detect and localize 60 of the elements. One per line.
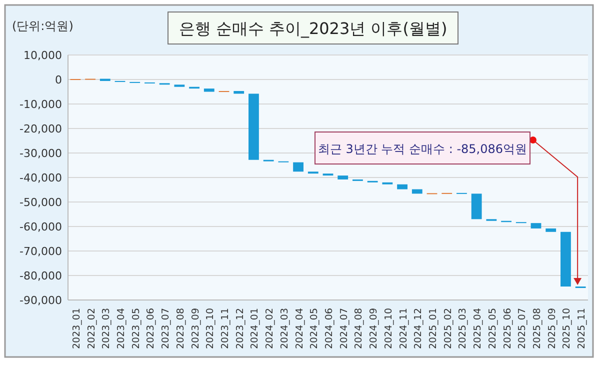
x-tick-label: 2025_10 <box>562 308 573 350</box>
bar <box>560 232 571 287</box>
x-tick-label: 2024_06 <box>324 308 335 350</box>
x-tick-label: 2024_10 <box>383 308 394 350</box>
x-tick-label: 2024_02 <box>264 308 276 350</box>
x-tick-label: 2023_10 <box>205 308 216 350</box>
y-tick-label: -80,000 <box>20 270 62 282</box>
x-tick-label: 2025_06 <box>502 308 514 350</box>
x-tick-label: 2024_04 <box>294 308 306 350</box>
x-tick-label: 2023_02 <box>86 308 98 350</box>
x-tick-label: 2023_03 <box>101 308 112 350</box>
y-tick-label: -10,000 <box>20 98 62 111</box>
x-tick-label: 2024_07 <box>338 308 350 350</box>
y-tick-label: 10,000 <box>24 49 62 62</box>
bar <box>412 189 422 194</box>
x-tick-label: 2025_02 <box>442 308 454 350</box>
x-tick-label: 2023_06 <box>146 308 157 350</box>
x-tick-label: 2023_01 <box>71 308 82 350</box>
x-tick-label: 2025_07 <box>517 308 528 350</box>
bar <box>546 228 556 232</box>
x-tick-label: 2023_12 <box>234 308 246 350</box>
annotation: 최근 3년간 누적 순매수 : -85,086억원 <box>318 142 528 156</box>
x-tick-label: 2024_01 <box>250 308 261 350</box>
x-tick-label: 2025_11 <box>576 308 588 350</box>
y-tick-label: -30,000 <box>20 147 62 160</box>
chart-title: 은행 순매수 추이_2023년 이후(월별) <box>178 19 448 38</box>
x-tick-label: 2024_12 <box>413 308 424 350</box>
x-tick-label: 2025_01 <box>428 308 439 350</box>
x-tick-label: 2023_08 <box>175 308 186 350</box>
x-tick-label: 2023_09 <box>190 308 202 350</box>
x-tick-label: 2023_04 <box>116 308 127 350</box>
bar <box>471 194 482 220</box>
x-tick-label: 2024_03 <box>279 308 290 350</box>
bar <box>248 94 259 160</box>
x-tick-label: 2025_05 <box>487 308 498 350</box>
x-tick-label: 2025_09 <box>546 308 558 350</box>
y-tick-label: -60,000 <box>20 220 62 234</box>
x-tick-label: 2023_05 <box>130 308 142 350</box>
bar <box>397 184 408 190</box>
y-axis-title: (단위:억원) <box>12 19 74 33</box>
x-tick-label: 2025_04 <box>472 308 484 350</box>
y-tick-label: 0 <box>55 74 62 86</box>
bar <box>293 162 304 172</box>
x-tick-label: 2024_09 <box>368 308 380 350</box>
y-tick-label: -70,000 <box>20 245 62 258</box>
y-tick-label: -40,000 <box>20 172 62 184</box>
y-tick-label: -20,000 <box>20 122 62 136</box>
bar <box>204 88 214 92</box>
bar <box>530 223 542 228</box>
x-tick-label: 2025_03 <box>458 308 469 350</box>
y-tick-label: -50,000 <box>20 196 62 209</box>
bar <box>234 91 244 94</box>
x-tick-label: 2025_08 <box>532 308 543 350</box>
x-tick-label: 2024_08 <box>354 308 365 350</box>
x-tick-label: 2023_11 <box>220 308 231 350</box>
x-tick-label: 2024_11 <box>398 308 410 350</box>
bar <box>338 176 348 180</box>
y-tick-label: -90,000 <box>20 294 62 307</box>
x-tick-label: 2023_07 <box>160 308 172 350</box>
x-tick-label: 2024_05 <box>309 308 320 350</box>
